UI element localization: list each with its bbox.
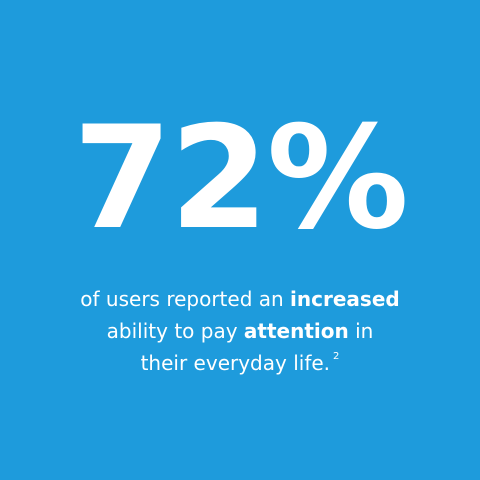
caption-text: their everyday life. [140, 351, 331, 375]
footnote-marker: 2 [333, 351, 340, 362]
stat-value: 72% [73, 96, 409, 261]
caption-text: in [348, 319, 374, 343]
caption-line-2: ability to pay attention in [20, 315, 460, 347]
stat-caption: of users reported an increased ability t… [20, 283, 460, 379]
caption-emphasis-increased: increased [290, 287, 400, 311]
caption-text: ability to pay [106, 319, 244, 343]
caption-line-1: of users reported an increased [20, 283, 460, 315]
caption-line-3: their everyday life. 2 [20, 347, 460, 379]
caption-text: of users reported an [80, 287, 291, 311]
caption-emphasis-attention: attention [243, 319, 349, 343]
